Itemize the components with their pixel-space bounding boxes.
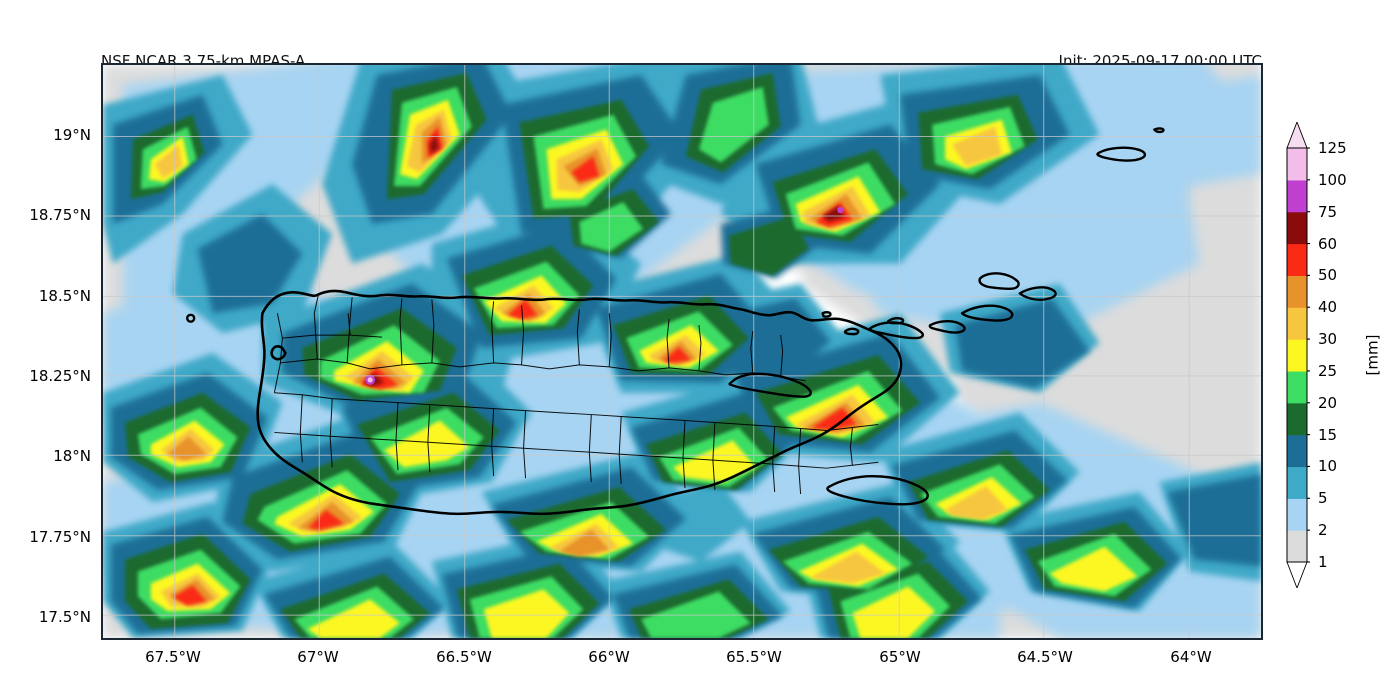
mona-island	[186, 313, 196, 323]
offshore-islands	[186, 127, 1165, 506]
colorbar[interactable]	[1286, 122, 1310, 588]
ytick-label: 19°N	[53, 126, 91, 144]
colorbar-over-arrow	[1286, 122, 1308, 149]
colorbar-segment	[1287, 275, 1307, 308]
ytick-label: 17.75°N	[29, 528, 91, 546]
xtick-label: 66°W	[588, 648, 630, 666]
anegada	[1096, 146, 1147, 162]
colorbar-segment	[1287, 211, 1307, 245]
precipitation-map	[103, 65, 1261, 638]
colorbar-segment	[1287, 370, 1307, 404]
map-gridlines	[103, 65, 1261, 638]
puerto-rico-coastline	[256, 289, 903, 516]
xtick-label: 67.5°W	[145, 648, 201, 666]
virgin-gorda	[1018, 286, 1057, 301]
vieques	[728, 372, 812, 398]
culebra	[978, 272, 1020, 291]
colorbar-segment	[1287, 434, 1307, 468]
xtick-label: 66.5°W	[436, 648, 492, 666]
colorbar-tick-label: 25	[1318, 361, 1338, 380]
ytick-label: 17.5°N	[38, 608, 91, 626]
colorbar-segment	[1287, 307, 1307, 340]
colorbar-gradient	[1286, 122, 1310, 588]
colorbar-under-arrow	[1286, 561, 1308, 588]
colorbar-tick-label: 75	[1318, 202, 1338, 221]
st-croix	[826, 474, 929, 506]
colorbar-tick-label: 60	[1318, 234, 1338, 253]
tortola	[960, 304, 1014, 322]
colorbar-tick-label: 100	[1318, 170, 1347, 189]
colorbar-segment	[1287, 148, 1307, 181]
ytick-label: 18°N	[53, 447, 91, 465]
st-john	[928, 320, 966, 334]
municipality-borders	[273, 295, 879, 495]
colorbar-segment	[1287, 466, 1307, 499]
colorbar-tick-label: 10	[1318, 457, 1338, 476]
colorbar-unit-label: [mm]	[1363, 334, 1382, 376]
xtick-label: 65°W	[879, 648, 921, 666]
colorbar-tick-label: 1	[1318, 553, 1328, 571]
map-plot-area[interactable]	[101, 63, 1263, 640]
colorbar-segment	[1287, 402, 1307, 436]
colorbar-tick-label: 40	[1318, 298, 1338, 317]
colorbar-segment	[1287, 339, 1307, 372]
colorbar-tick-label: 50	[1318, 266, 1338, 285]
ytick-label: 18.75°N	[29, 206, 91, 224]
ytick-label: 18.5°N	[38, 287, 91, 305]
colorbar-segment	[1287, 498, 1307, 531]
colorbar-tick-label: 125	[1318, 139, 1347, 157]
colorbar-tick-label: 30	[1318, 330, 1338, 349]
xtick-label: 67°W	[297, 648, 339, 666]
colorbar-tick-label: 2	[1318, 521, 1328, 540]
xtick-label: 64.5°W	[1017, 648, 1073, 666]
colorbar-tick-label: 20	[1318, 393, 1338, 412]
colorbar-tick-label: 5	[1318, 489, 1328, 508]
ytick-label: 18.25°N	[29, 367, 91, 385]
latitude-axis: 19°N 18.75°N 18.5°N 18.25°N 18°N 17.75°N…	[0, 0, 97, 687]
colorbar-tick-label: 15	[1318, 425, 1338, 444]
colorbar-segment	[1287, 179, 1307, 213]
xtick-label: 64°W	[1170, 648, 1212, 666]
colorbar-segment	[1287, 243, 1307, 276]
xtick-label: 65.5°W	[726, 648, 782, 666]
colorbar-segment	[1287, 530, 1307, 563]
